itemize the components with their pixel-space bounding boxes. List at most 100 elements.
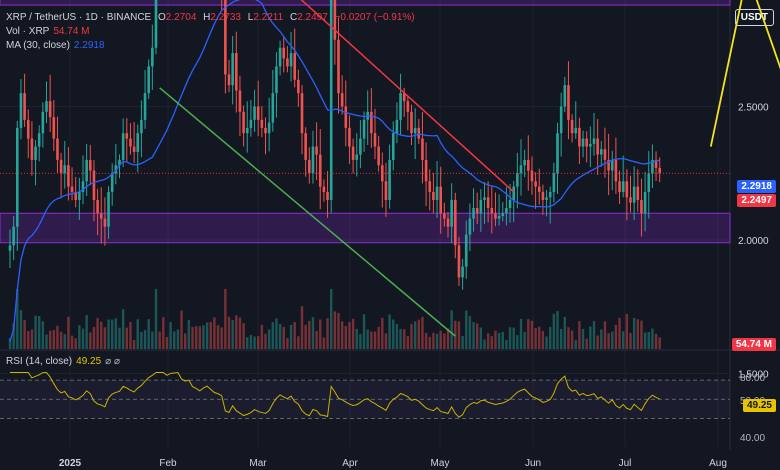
range-zone-2: [0, 212, 731, 244]
volume-bar: [315, 330, 318, 349]
volume-bar: [158, 331, 161, 349]
candle-body: [508, 199, 512, 208]
candle-body: [322, 186, 326, 192]
candle-body: [304, 133, 307, 160]
candle-body: [103, 218, 107, 227]
close-price-tag: 2.2497: [737, 194, 776, 207]
open-value: 2.2704: [165, 12, 197, 23]
volume-bar: [242, 323, 245, 349]
rsi-line: [10, 371, 660, 418]
volume-bar: [63, 334, 66, 349]
candle-body: [497, 215, 501, 219]
currency-button[interactable]: USDT: [734, 9, 774, 26]
volume-bar: [111, 319, 114, 349]
volume-bar: [658, 337, 661, 349]
volume-bar: [370, 331, 373, 349]
volume-bar: [574, 340, 577, 349]
volume-bar: [603, 321, 607, 349]
volume-bar: [169, 322, 172, 349]
projection-path: [709, 0, 780, 147]
volume-bar: [435, 333, 439, 349]
candle-body: [67, 165, 70, 187]
rsi-tick-label: 40.00: [740, 433, 765, 444]
open-label: O: [158, 12, 166, 23]
volume-bar: [494, 330, 497, 349]
candle-body: [74, 191, 77, 200]
candle-body: [596, 138, 599, 155]
volume-bar: [395, 324, 399, 349]
volume-bar: [23, 320, 26, 349]
candle-body: [592, 138, 596, 144]
volume-bar: [308, 320, 311, 349]
x-tick-label: Apr: [342, 458, 358, 469]
candle-body: [289, 53, 293, 67]
volume-bar: [132, 340, 136, 349]
volume-bar: [162, 317, 165, 349]
volume-bar: [56, 325, 59, 349]
volume-bar: [304, 324, 307, 349]
candle-body: [143, 93, 147, 120]
volume-bar: [103, 327, 107, 349]
volume-bar: [541, 331, 545, 349]
y-tick-label: 2.5000: [738, 103, 769, 114]
volume-bar: [512, 327, 515, 349]
candle-body: [256, 106, 260, 120]
volume-bar: [607, 333, 610, 349]
volume-bar: [191, 326, 194, 349]
candle-body: [121, 133, 125, 160]
candle-body: [297, 79, 300, 94]
candle-body: [99, 213, 103, 219]
resistance-trendline: [300, 0, 515, 193]
volume-bar: [596, 335, 599, 349]
candle-body: [278, 47, 282, 67]
volume-bar: [286, 338, 289, 349]
volume-bar: [227, 316, 231, 349]
volume-bar: [59, 331, 63, 349]
rsi-settings-icons[interactable]: ⌀ ⌀: [105, 356, 120, 367]
volume-bar: [92, 326, 96, 349]
volume-legend: Vol · XRP 54.74 M: [6, 26, 94, 37]
rsi-value: 49.25: [76, 356, 102, 367]
candle-body: [235, 53, 238, 91]
volume-bar: [545, 336, 548, 349]
volume-bar: [246, 337, 249, 349]
candle-body: [643, 191, 647, 214]
candle-body: [501, 213, 505, 216]
volume-bar: [253, 336, 256, 349]
candle-body: [381, 165, 384, 182]
candle-body: [340, 93, 344, 107]
candle-body: [85, 159, 88, 182]
volume-bar: [337, 312, 340, 349]
volume-bar: [589, 326, 592, 349]
volume-bar: [282, 326, 285, 349]
volume-bar: [457, 321, 461, 349]
volume-bar: [70, 335, 74, 349]
volume-bar: [443, 333, 446, 349]
volume-bar: [264, 333, 267, 349]
candle-body: [527, 159, 530, 171]
candle-body: [578, 127, 581, 147]
volume-bar: [406, 336, 410, 349]
candle-body: [286, 58, 289, 67]
volume-bar: [194, 326, 198, 349]
candle-body: [625, 181, 629, 198]
volume-bar: [326, 318, 329, 349]
volume-bar: [592, 321, 596, 349]
volume-bar: [38, 315, 41, 349]
volume-bar: [622, 331, 625, 349]
x-tick-label: Jul: [619, 458, 632, 469]
candle-body: [413, 127, 417, 134]
volume-bar: [505, 339, 508, 349]
candle-body: [377, 146, 380, 166]
volume-bar: [508, 327, 512, 349]
volume-bar: [640, 320, 643, 349]
x-tick-label: Mar: [249, 458, 267, 469]
ma-price-tag: 2.2918: [737, 180, 776, 193]
candle-body: [654, 159, 658, 168]
ma-value: 2.2918: [73, 40, 105, 51]
y-tick-label: 2.0000: [738, 236, 769, 247]
volume-bar: [165, 336, 169, 349]
candle-body: [129, 138, 132, 147]
candle-body: [519, 165, 523, 174]
